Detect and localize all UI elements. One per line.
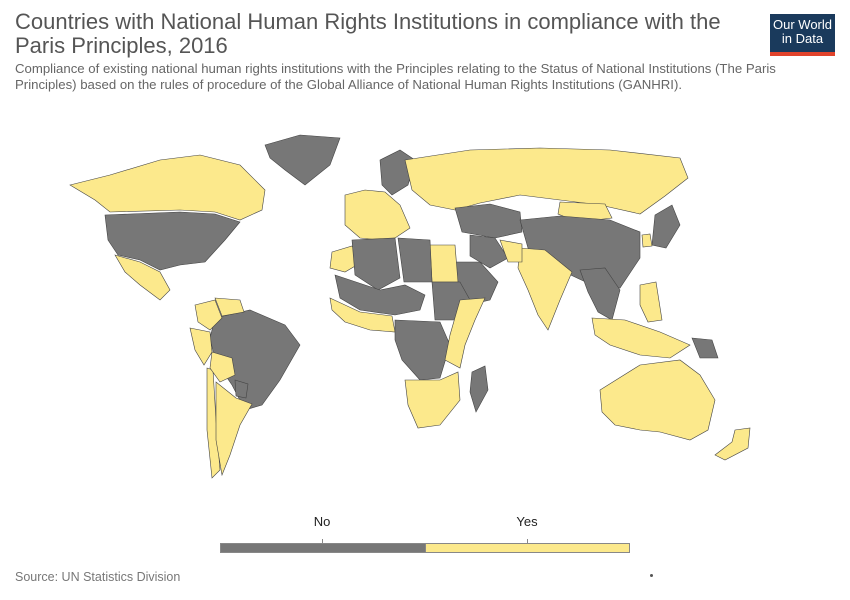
region-papua-new-guinea[interactable] xyxy=(691,337,719,359)
region-india[interactable] xyxy=(517,247,573,331)
region-mexico[interactable] xyxy=(114,254,171,301)
region-sahel[interactable] xyxy=(334,274,426,316)
chart-subtitle: Compliance of existing national human ri… xyxy=(15,61,776,92)
legend-label-no: No xyxy=(313,514,331,529)
legend-bar-yes[interactable] xyxy=(425,543,630,553)
region-east-africa[interactable] xyxy=(444,297,486,369)
world-map xyxy=(69,134,751,479)
region-kazakhstan[interactable] xyxy=(454,203,523,239)
source-note: Source: UN Statistics Division xyxy=(15,570,181,584)
owid-logo[interactable]: Our World in Data xyxy=(770,14,835,56)
region-new-zealand[interactable] xyxy=(714,427,751,461)
region-venezuela[interactable] xyxy=(214,297,245,317)
region-algeria[interactable] xyxy=(351,237,401,291)
region-indonesia[interactable] xyxy=(591,317,691,359)
region-russia[interactable] xyxy=(404,147,689,215)
region-libya[interactable] xyxy=(397,237,433,283)
region-philippines[interactable] xyxy=(639,281,663,323)
logo-line-2: in Data xyxy=(781,31,824,46)
region-paraguay[interactable] xyxy=(234,379,249,399)
region-afghanistan[interactable] xyxy=(499,239,523,263)
decorative-dot xyxy=(650,574,653,577)
region-western-europe[interactable] xyxy=(344,189,411,241)
region-southern-africa[interactable] xyxy=(404,371,461,429)
region-madagascar[interactable] xyxy=(469,365,489,413)
logo-line-1: Our World xyxy=(773,17,832,32)
region-argentina[interactable] xyxy=(215,381,253,477)
region-iran[interactable] xyxy=(469,234,509,269)
legend-tick-yes xyxy=(527,539,528,544)
region-peru[interactable] xyxy=(189,327,213,366)
region-bolivia[interactable] xyxy=(209,351,236,383)
region-japan[interactable] xyxy=(651,204,681,249)
region-united-states[interactable] xyxy=(104,211,241,271)
legend-bar-no[interactable] xyxy=(220,543,426,553)
region-south-korea[interactable] xyxy=(641,233,653,248)
region-west-africa[interactable] xyxy=(329,297,396,333)
region-central-africa[interactable] xyxy=(394,319,451,381)
legend-label-yes: Yes xyxy=(516,514,538,529)
region-colombia[interactable] xyxy=(194,299,223,331)
legend-tick-no xyxy=(322,539,323,544)
region-egypt[interactable] xyxy=(429,244,459,283)
region-greenland[interactable] xyxy=(264,134,341,186)
chart-title: Countries with National Human Rights Ins… xyxy=(15,9,721,58)
region-australia[interactable] xyxy=(599,359,716,441)
region-canada[interactable] xyxy=(69,154,266,221)
